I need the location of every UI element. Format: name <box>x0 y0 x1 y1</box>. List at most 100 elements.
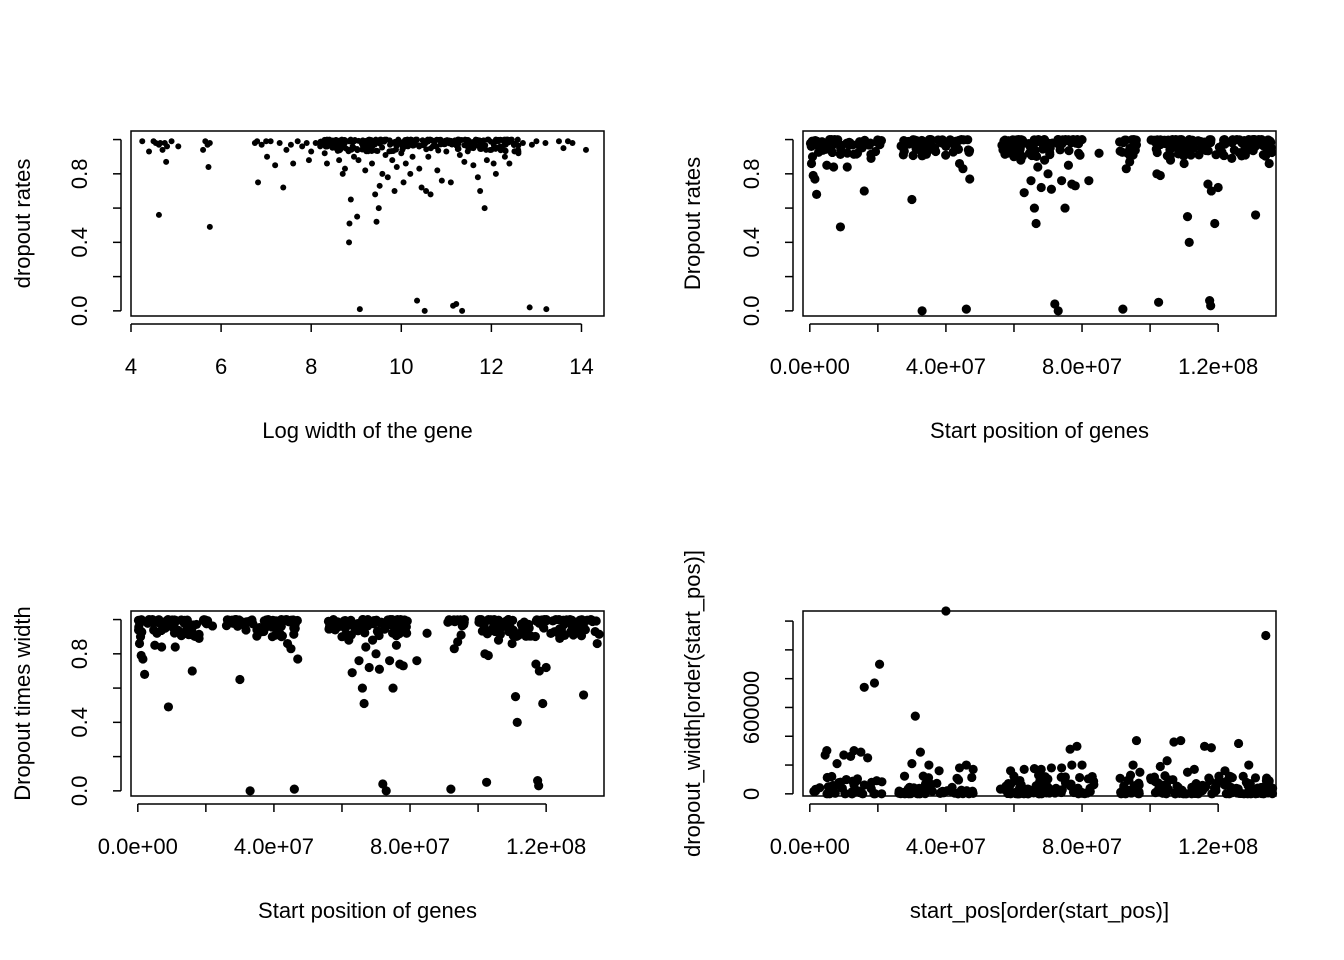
data-point <box>308 148 315 155</box>
data-point <box>1056 787 1066 798</box>
data-point <box>369 160 376 167</box>
data-point <box>1256 785 1266 795</box>
data-point <box>339 170 346 177</box>
data-point <box>347 196 354 203</box>
data-point <box>1250 210 1261 220</box>
data-point <box>333 137 340 144</box>
data-point <box>1165 155 1176 165</box>
data-point <box>1036 182 1046 193</box>
data-point <box>362 167 369 174</box>
data-point <box>904 789 914 799</box>
data-point <box>1220 766 1230 776</box>
data-point <box>528 141 535 148</box>
data-point <box>149 625 159 635</box>
data-point <box>1229 145 1239 155</box>
data-point <box>924 760 934 770</box>
data-point <box>1185 139 1195 149</box>
data-point <box>591 616 601 626</box>
x-tick-label: 1.2e+08 <box>1178 834 1258 859</box>
data-point <box>490 626 500 637</box>
data-point <box>1131 735 1142 746</box>
data-point <box>477 145 484 152</box>
data-point <box>494 137 501 144</box>
x-tick-label: 8.0e+07 <box>1042 834 1122 859</box>
data-point <box>1026 176 1036 186</box>
data-point <box>483 157 490 164</box>
data-point <box>1166 137 1176 147</box>
data-point <box>835 222 846 232</box>
data-point <box>872 776 882 786</box>
data-point <box>952 773 962 783</box>
data-point <box>1221 789 1231 799</box>
data-point <box>293 654 303 664</box>
data-point <box>1216 147 1226 157</box>
data-point <box>391 187 398 194</box>
data-point <box>269 621 279 632</box>
data-point <box>332 145 339 152</box>
data-point <box>869 678 880 688</box>
data-point <box>1238 771 1248 781</box>
data-point <box>430 138 437 145</box>
data-point <box>368 635 378 645</box>
data-point <box>376 182 383 189</box>
data-point <box>388 683 398 693</box>
data-point <box>1056 772 1066 782</box>
data-point <box>582 146 589 153</box>
data-point <box>483 650 493 661</box>
data-point <box>1057 763 1067 773</box>
data-point <box>355 157 362 164</box>
data-point <box>1064 146 1074 156</box>
data-point <box>354 656 364 666</box>
data-point <box>909 783 919 793</box>
data-point <box>361 642 371 652</box>
data-point <box>1157 137 1167 147</box>
data-point <box>180 615 190 625</box>
panel-dropout-width-vs-start-pos: 0.0e+00 4.0e+07 8.0e+07 1.2e+08 0 600000 start… <box>680 550 1278 923</box>
data-point <box>510 692 521 702</box>
plot-box <box>130 610 605 797</box>
data-point <box>375 205 382 212</box>
data-point <box>1040 155 1050 165</box>
data-point <box>1260 151 1271 161</box>
data-point <box>423 146 430 153</box>
data-point <box>959 135 969 145</box>
data-point <box>303 139 310 146</box>
data-point <box>842 162 852 172</box>
data-point <box>1077 760 1087 770</box>
data-point <box>1031 151 1042 161</box>
y-axis-title: dropout rates <box>10 159 35 289</box>
data-point <box>859 682 869 692</box>
data-point <box>381 786 391 796</box>
data-point <box>910 711 920 721</box>
data-point <box>374 630 384 641</box>
data-point <box>398 150 405 157</box>
x-tick-label: 4 <box>125 354 137 379</box>
x-tick-label: 12 <box>479 354 503 379</box>
data-point <box>402 616 412 626</box>
data-point <box>1014 789 1025 799</box>
data-point <box>501 136 508 143</box>
data-point <box>842 148 852 158</box>
data-point <box>157 139 164 146</box>
data-point <box>138 654 148 664</box>
data-point <box>350 153 357 160</box>
data-point <box>1036 764 1046 774</box>
data-point <box>1152 147 1162 158</box>
data-point <box>999 136 1009 146</box>
data-point <box>170 642 180 652</box>
data-point <box>933 135 943 145</box>
data-point <box>317 143 324 150</box>
y-tick-label: 0.8 <box>67 639 92 670</box>
data-point <box>1162 756 1172 766</box>
data-point <box>1019 764 1029 774</box>
data-point <box>590 626 600 637</box>
data-point <box>146 148 153 155</box>
data-point <box>1115 773 1125 783</box>
x-tick-label: 14 <box>569 354 593 379</box>
data-point <box>501 153 508 160</box>
data-point <box>1029 203 1039 213</box>
data-point <box>163 702 174 712</box>
data-point <box>841 774 851 785</box>
data-point <box>569 618 580 628</box>
data-point <box>1206 743 1216 753</box>
